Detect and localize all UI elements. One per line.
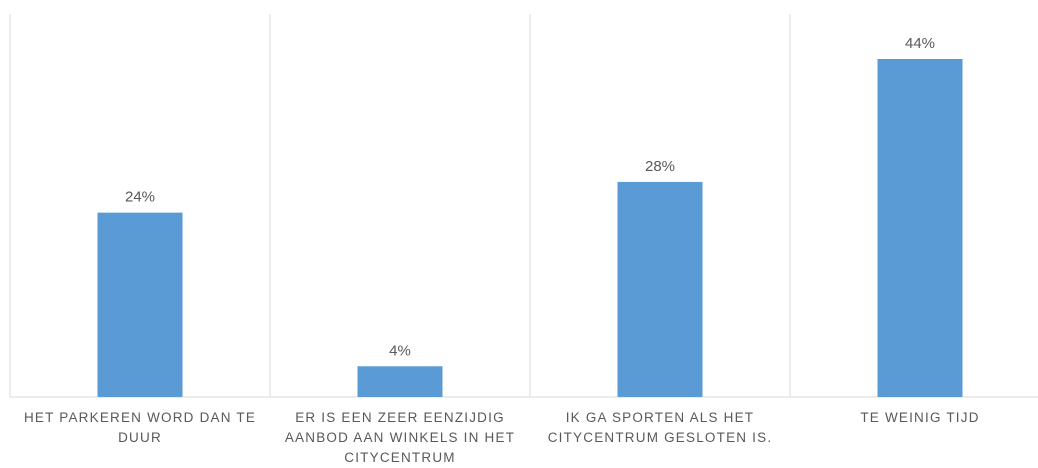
value-label: 24%	[125, 189, 155, 206]
x-tick-label: TE WEINIG TIJD	[860, 410, 980, 425]
value-label: 4%	[389, 342, 411, 359]
x-tick-label: IK GA SPORTEN ALS HET CITYCENTRUM GESLOT…	[547, 410, 773, 445]
bar	[617, 181, 703, 397]
bar	[97, 212, 183, 397]
bar	[357, 366, 443, 397]
value-label: 28%	[645, 158, 675, 175]
x-tick-label: HET PARKEREN WORD DAN TE DUUR	[23, 410, 257, 445]
x-tick-label: ER IS EEN ZEER EENZIJDIG AANBOD AAN WINK…	[284, 410, 516, 465]
bar	[877, 59, 963, 397]
value-label: 44%	[905, 35, 935, 52]
